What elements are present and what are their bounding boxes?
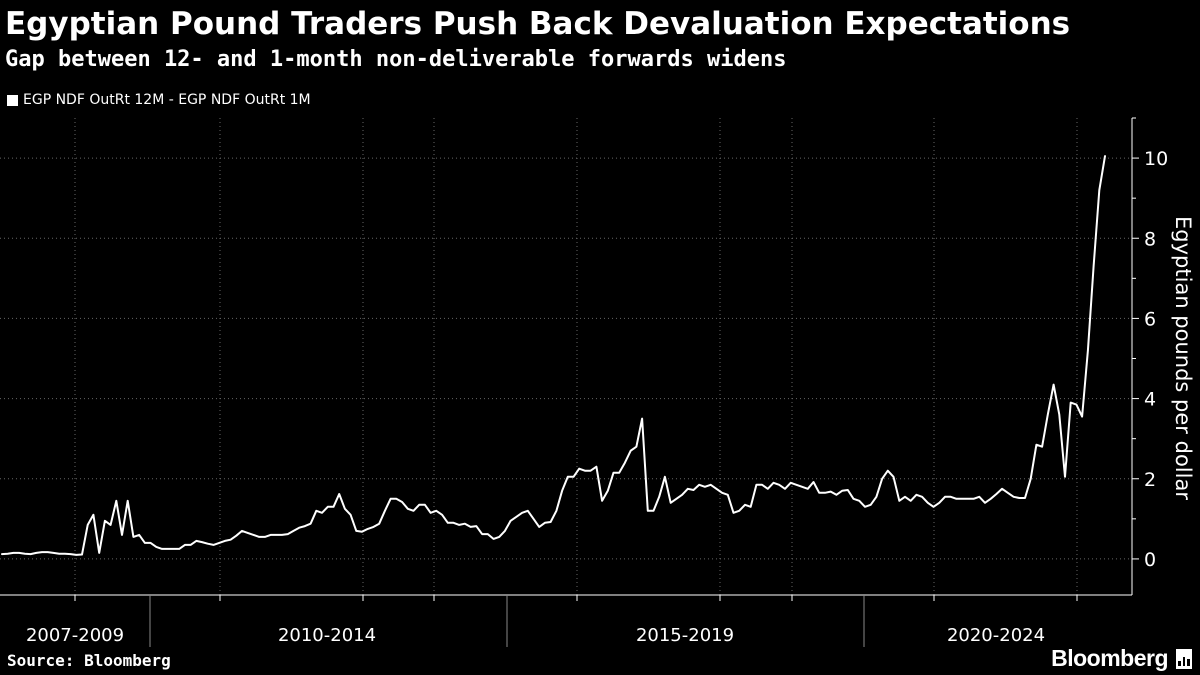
y-tick-label: 2 — [1144, 469, 1156, 491]
grid — [0, 118, 1132, 595]
bloomberg-chart-icon — [1176, 648, 1192, 669]
y-tick-label: 0 — [1144, 549, 1156, 571]
y-tick-label: 8 — [1144, 228, 1156, 250]
chart-title: Egyptian Pound Traders Push Back Devalua… — [5, 6, 1071, 42]
series-group — [1, 155, 1106, 556]
y-axis-label: Egyptian pounds per dollar — [1171, 216, 1195, 500]
source-note: Source: Bloomberg — [7, 651, 171, 670]
legend-label: EGP NDF OutRt 12M - EGP NDF OutRt 1M — [23, 92, 311, 108]
bloomberg-logo: Bloomberg — [1051, 645, 1192, 672]
y-tick-label: 10 — [1144, 148, 1168, 170]
brand-name: Bloomberg — [1051, 645, 1168, 671]
y-tick-label: 4 — [1144, 389, 1156, 411]
x-group-label: 2007-2009 — [26, 625, 124, 646]
series-line — [1, 155, 1106, 556]
legend: EGP NDF OutRt 12M - EGP NDF OutRt 1M — [7, 92, 311, 108]
legend-swatch — [7, 94, 18, 106]
y-tick-label: 6 — [1144, 308, 1156, 330]
x-group-label: 2015-2019 — [636, 625, 734, 646]
chart-subtitle: Gap between 12- and 1-month non-delivera… — [5, 47, 787, 72]
axes — [0, 117, 1139, 647]
x-group-label: 2010-2014 — [278, 625, 376, 646]
x-group-label: 2020-2024 — [947, 625, 1045, 646]
tick-labels: 0 2 4 6 8 10 2007-2009 2010-2014 2015-2019 2020-2… — [26, 148, 1168, 646]
